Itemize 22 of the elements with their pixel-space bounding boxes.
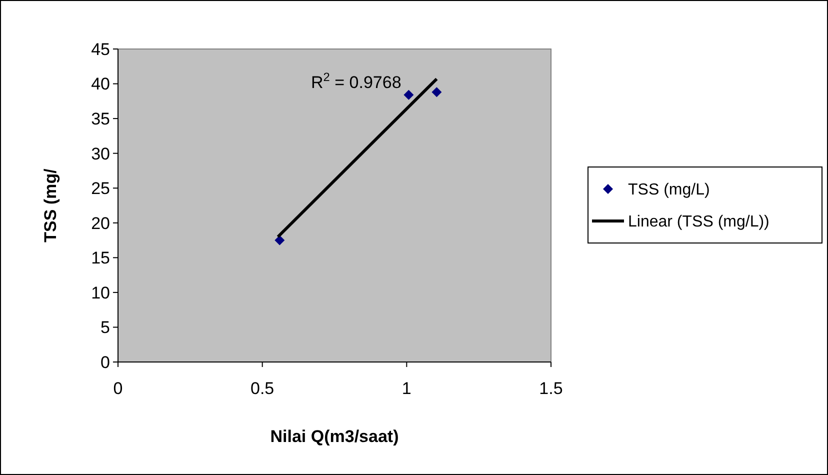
y-tick-label: 45 xyxy=(91,40,110,59)
y-tick-label: 25 xyxy=(91,179,110,198)
y-axis-title: TSS (mg/ xyxy=(41,168,60,242)
x-tick-label: 1 xyxy=(402,379,412,398)
x-tick-label: 1.5 xyxy=(539,379,563,398)
y-tick-label: 0 xyxy=(100,352,110,372)
point xyxy=(432,87,442,98)
point xyxy=(274,235,285,246)
y-tick-label: 30 xyxy=(91,144,110,164)
y-tick-label: 20 xyxy=(91,214,110,233)
annotation: R$^{2}$ = 0.9768 xyxy=(311,70,402,92)
x-tick-label: 0 xyxy=(113,379,123,398)
y-tick-label: 40 xyxy=(91,74,110,94)
y-tick-label: 10 xyxy=(91,283,110,302)
x-tick-label: 0.5 xyxy=(250,379,274,398)
y-tick-label: 15 xyxy=(91,248,110,268)
legend-label: Linear (TSS (mg/L)) xyxy=(628,214,770,231)
point xyxy=(404,90,414,100)
y-tick-label: 5 xyxy=(100,318,110,338)
legend-label: TSS (mg/L) xyxy=(628,182,710,199)
x-axis-title: Nilai Q(m3/saat) xyxy=(270,427,399,446)
y-tick-label: 35 xyxy=(91,110,110,129)
